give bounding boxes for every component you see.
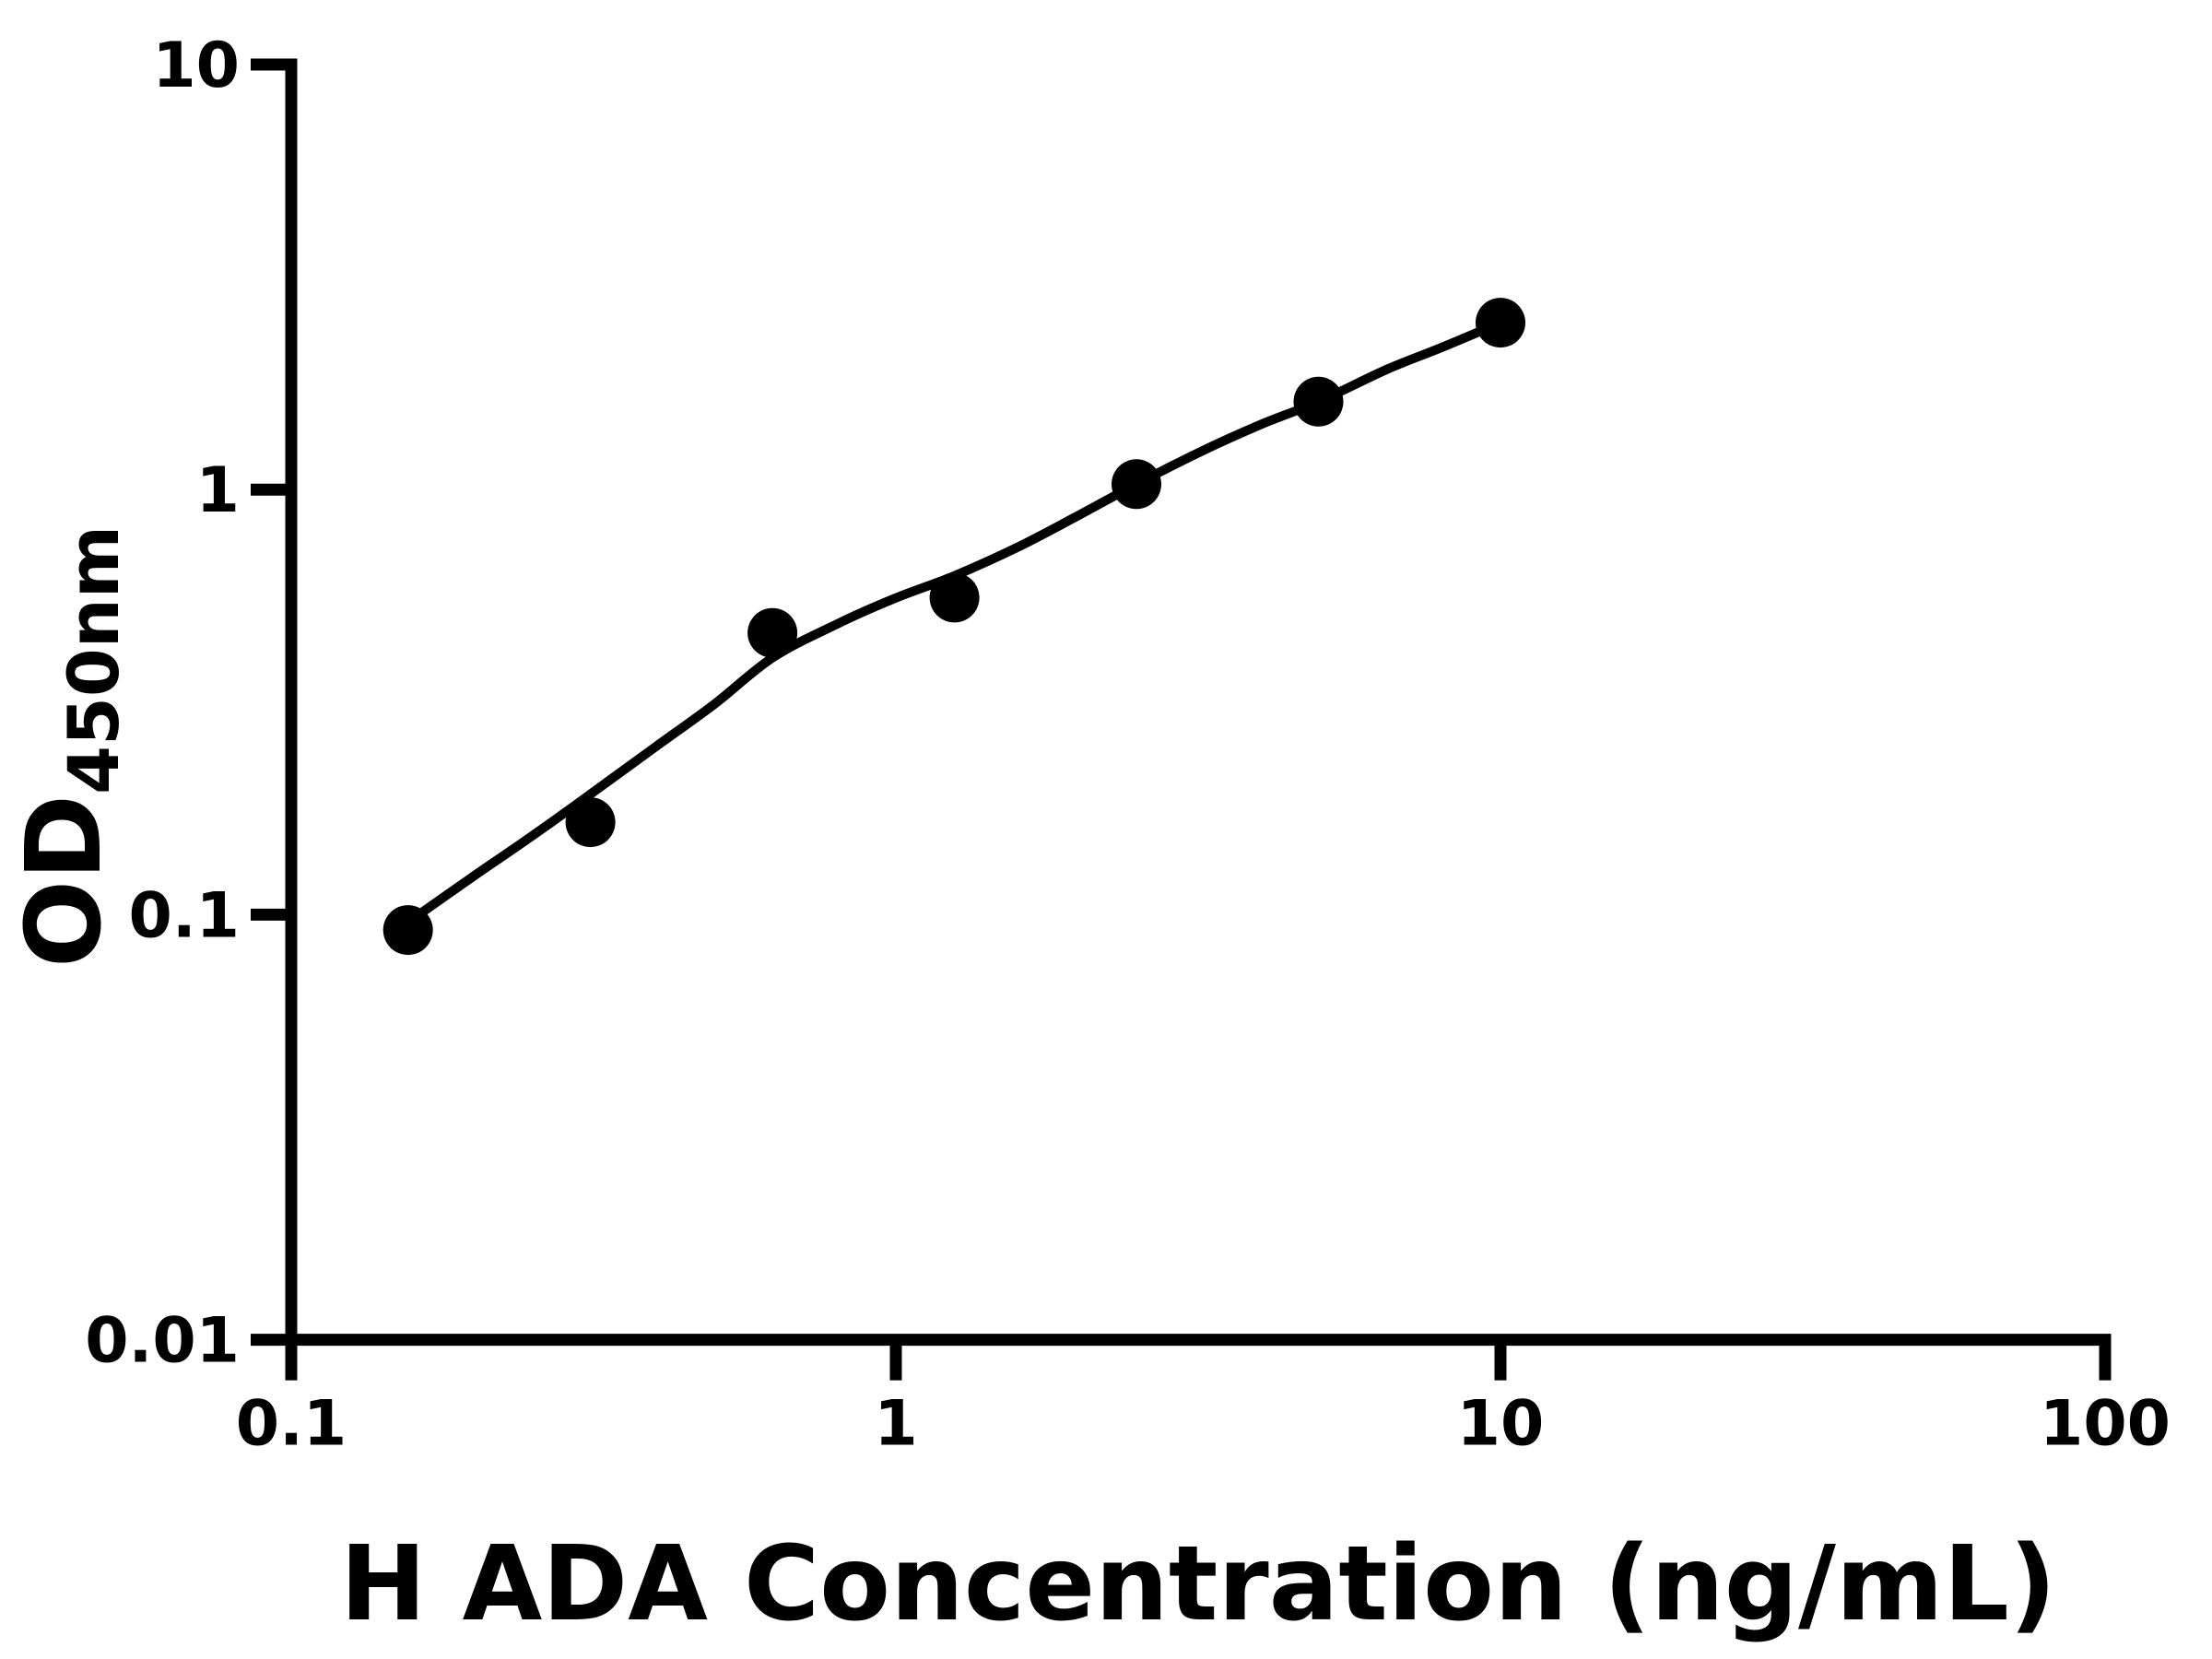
y-tick-label-10: 10 (152, 29, 240, 102)
data-point-7 (1476, 298, 1525, 348)
x-axis-title: H ADA Concentration (ng/mL) (340, 1524, 2056, 1644)
x-tick-label-10: 10 (1457, 1388, 1545, 1461)
data-point-6 (1293, 376, 1344, 427)
data-point-3 (747, 607, 798, 658)
y-tick-label-0.01: 0.01 (85, 1305, 240, 1378)
data-layer (382, 298, 1525, 956)
y-axis-title: OD450nm (5, 525, 135, 968)
x-tick-label-0.1: 0.1 (236, 1388, 347, 1461)
y-tick-label-1: 1 (196, 454, 240, 527)
data-point-2 (565, 797, 616, 848)
x-tick-label-100: 100 (2040, 1388, 2171, 1461)
data-point-5 (1112, 459, 1161, 510)
data-point-1 (382, 905, 433, 956)
axes-layer: 10 1 0.1 0.01 0.1 1 10 100 (85, 29, 2171, 1461)
y-axis-title-sub: 450nm (53, 525, 135, 794)
y-tick-label-0.1: 0.1 (129, 879, 240, 952)
data-point-4 (929, 572, 980, 623)
y-axis-title-main: OD (5, 794, 124, 968)
x-tick-label-1: 1 (874, 1388, 917, 1461)
